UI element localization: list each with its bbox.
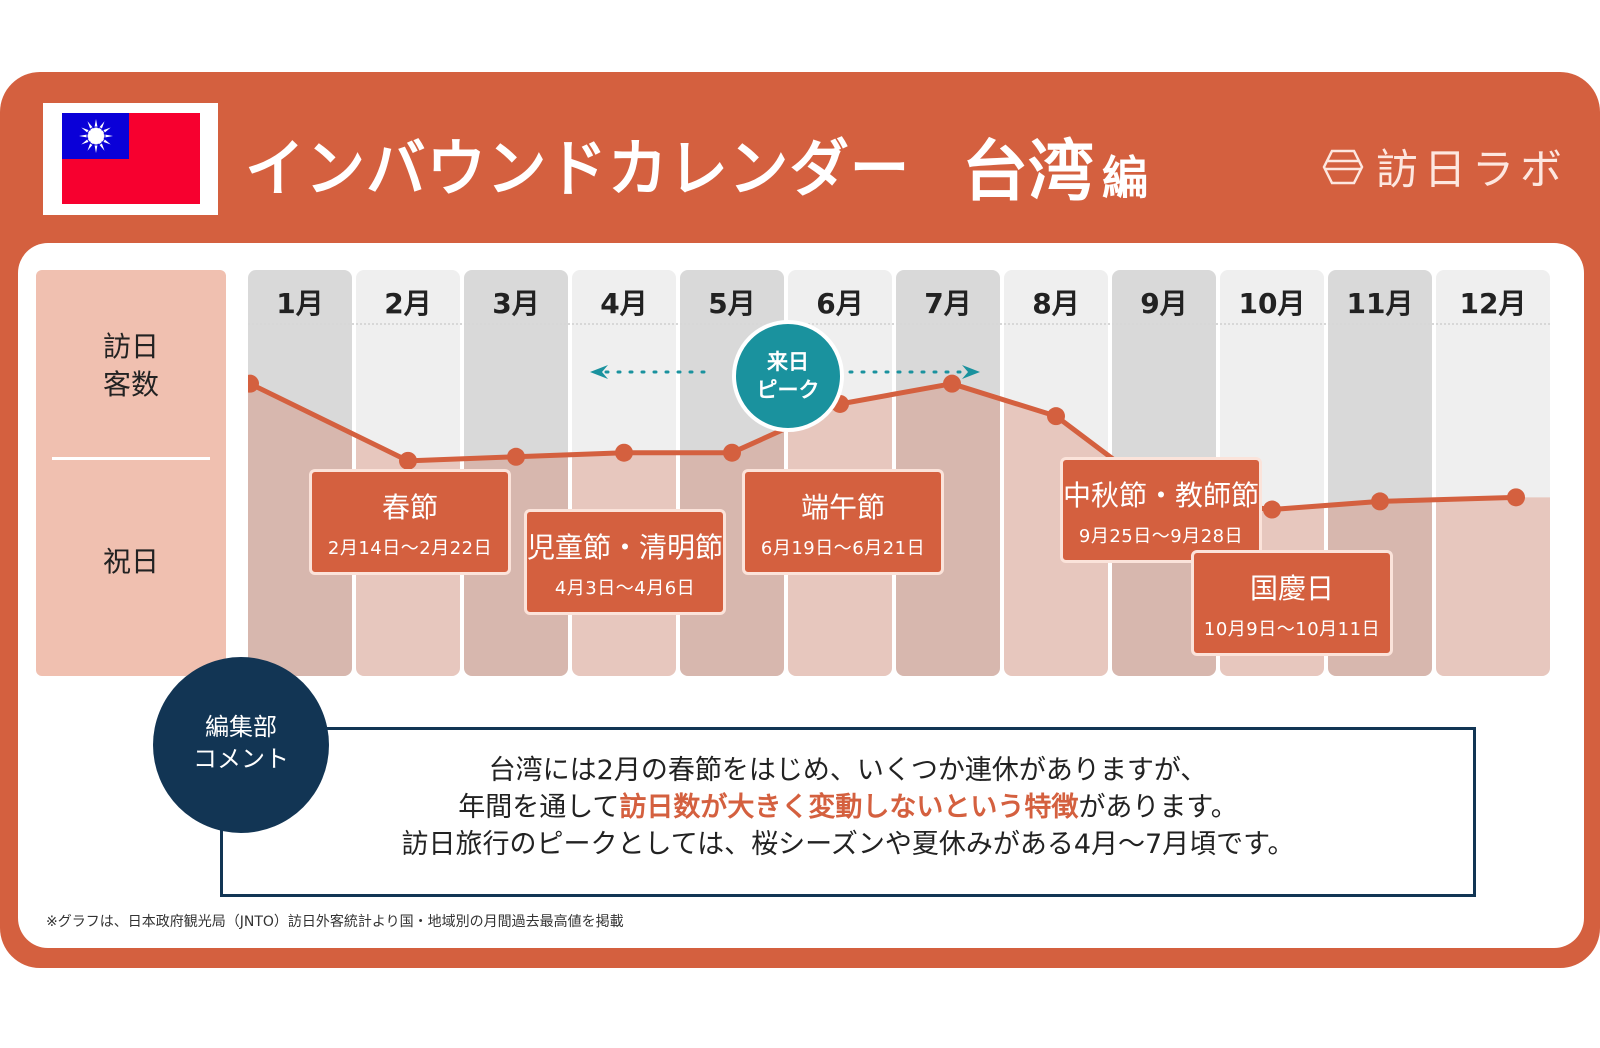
holiday-card: 春節 2月14日～2月22日 (309, 469, 511, 575)
month-column: 12月 (1436, 270, 1550, 676)
comment-line2-pre: 年間を通して (458, 792, 620, 823)
holiday-dates: 10月9日～10月11日 (1203, 619, 1381, 640)
holiday-name: 春節 (381, 491, 438, 524)
holiday-card: 児童節・清明節 4月3日～4月6日 (524, 509, 726, 615)
visitor-trend-line (248, 381, 1517, 513)
month-label: 1月 (276, 287, 324, 320)
month-label: 5月 (708, 287, 756, 320)
holiday-dates: 6月19日～6月21日 (760, 538, 926, 559)
row-labels-panel: 訪日 客数 祝日 (36, 270, 226, 676)
brand-logo: 訪日ラボ (1322, 136, 1568, 197)
holiday-dates: 9月25日～9月28日 (1078, 526, 1244, 547)
holiday-dates: 2月14日～2月22日 (327, 538, 493, 559)
row-divider (52, 457, 210, 460)
comment-line3: 訪日旅行のピークとしては、桜シーズンや夏休みがある4月～7月頃です。 (401, 829, 1295, 860)
peak-label-line2: ピーク (756, 378, 820, 402)
comment-line2: 年間を通して訪日数が大きく変動しないという特徴があります。 (223, 789, 1473, 826)
comment-line1: 台湾には2月の春節をはじめ、いくつか連休がありますが、 (488, 755, 1208, 786)
month-label: 4月 (600, 287, 648, 320)
sun-icon (79, 119, 113, 153)
peak-label-line1: 来日 (767, 350, 809, 374)
data-point (615, 443, 633, 462)
logo-text: 訪日ラボ (1376, 145, 1569, 194)
data-point (507, 447, 525, 466)
country-suffix: 編 (1102, 151, 1148, 205)
badge-line1: 編集部 (205, 713, 277, 741)
data-point (248, 374, 259, 393)
holiday-name: 端午節 (800, 491, 885, 524)
taiwan-flag-icon (62, 113, 200, 204)
comment-line2-post: があります。 (1078, 792, 1238, 823)
flag-canton (62, 113, 129, 159)
comment-text: 台湾には2月の春節をはじめ、いくつか連休がありますが、 年間を通して訪日数が大き… (223, 752, 1473, 863)
holiday-name: 児童節・清明節 (527, 531, 724, 564)
data-point (1371, 492, 1389, 511)
month-label: 12月 (1459, 287, 1527, 320)
editorial-comment-box: 台湾には2月の春節をはじめ、いくつか連休がありますが、 年間を通して訪日数が大き… (220, 727, 1476, 897)
holiday-name: 中秋節・教師節 (1063, 479, 1260, 512)
data-point (1263, 500, 1281, 519)
month-label: 10月 (1238, 287, 1306, 320)
data-point (943, 374, 961, 393)
badge-line2: コメント (193, 745, 289, 773)
peak-badge: 来日 ピーク (732, 320, 844, 432)
hexagon-logo-icon (1322, 149, 1364, 184)
header-divider (248, 323, 1550, 325)
month-label: 11月 (1346, 287, 1414, 320)
visitors-label-line2: 客数 (102, 368, 159, 401)
holiday-card: 国慶日 10月9日～10月11日 (1191, 550, 1393, 656)
holiday-card: 端午節 6月19日～6月21日 (742, 469, 944, 575)
holiday-name: 国慶日 (1249, 572, 1334, 605)
holiday-dates: 4月3日～4月6日 (554, 578, 696, 599)
editorial-comment-badge: 編集部 コメント (153, 657, 329, 833)
data-point (1047, 407, 1065, 426)
comment-highlight: 訪日数が大きく変動しないという特徴 (619, 792, 1079, 823)
visitors-label: 訪日 客数 (36, 328, 226, 404)
source-footnote: ※グラフは、日本政府観光局（JNTO）訪日外客統計より国・地域別の月間過去最高値… (46, 914, 624, 930)
month-label: 2月 (384, 287, 432, 320)
holidays-label: 祝日 (102, 545, 159, 578)
holiday-card: 中秋節・教師節 9月25日～9月28日 (1060, 457, 1262, 563)
data-point (1507, 488, 1525, 507)
data-point (399, 451, 417, 470)
country-name: 台湾 (962, 133, 1094, 210)
month-label: 7月 (924, 287, 972, 320)
arrow-left-icon (590, 365, 608, 379)
page-title: インバウンドカレンダー (245, 132, 911, 205)
visitors-label-line1: 訪日 (102, 330, 159, 363)
peak-range-arrows (590, 365, 980, 379)
month-label: 3月 (492, 287, 540, 320)
month-label: 6月 (816, 287, 864, 320)
month-label: 9月 (1140, 287, 1188, 320)
month-label: 8月 (1032, 287, 1080, 320)
arrow-right-icon (962, 365, 980, 379)
data-point (723, 443, 741, 462)
country-title: 台湾編 (962, 118, 1148, 214)
data-points (248, 374, 1525, 519)
